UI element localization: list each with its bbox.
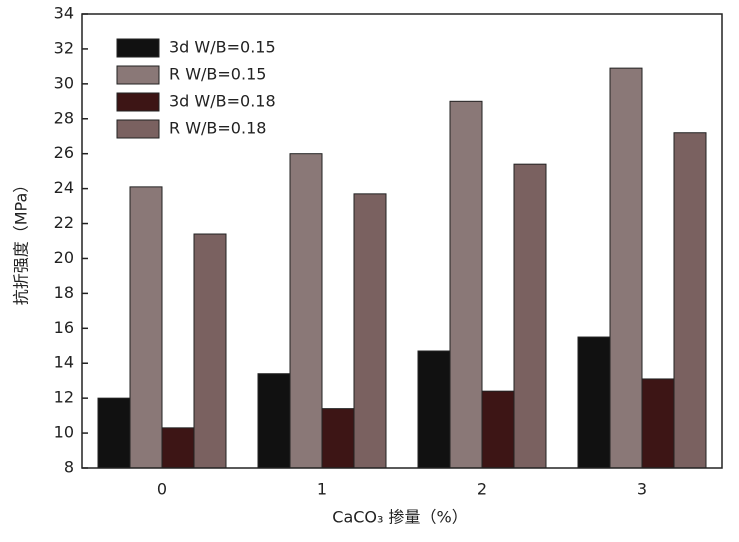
y-tick-label: 26	[54, 143, 74, 162]
plot-frame	[81, 13, 723, 469]
x-tick-label: 3	[637, 480, 647, 499]
y-tick-label: 16	[54, 318, 74, 337]
bar	[417, 350, 451, 469]
y-tick-label: 14	[54, 353, 74, 372]
x-tick-label: 0	[157, 480, 167, 499]
x-axis-label: CaCO₃ 掺量（%）	[332, 508, 467, 527]
legend-label: R W/B=0.18	[169, 119, 266, 138]
bar	[97, 397, 131, 469]
x-tick-label: 2	[477, 480, 487, 499]
bar	[193, 233, 227, 469]
legend-swatch	[116, 38, 160, 58]
y-tick-label: 32	[54, 38, 74, 57]
x-tick-label: 1	[317, 480, 327, 499]
bar	[641, 378, 675, 469]
legend-label: 3d W/B=0.18	[169, 92, 276, 111]
y-tick-label: 10	[54, 423, 74, 442]
legend-label: 3d W/B=0.15	[169, 38, 276, 57]
bar	[353, 193, 387, 469]
y-tick-label: 22	[54, 213, 74, 232]
y-tick-label: 24	[54, 178, 74, 197]
y-tick-label: 12	[54, 388, 74, 407]
bar	[449, 100, 483, 469]
bar	[321, 408, 355, 469]
bar	[481, 390, 515, 469]
y-tick-label: 18	[54, 283, 74, 302]
y-tick-label: 30	[54, 73, 74, 92]
legend-swatch	[116, 92, 160, 112]
y-tick-label: 34	[54, 4, 74, 23]
bar	[129, 186, 163, 469]
bar	[161, 427, 195, 469]
bar	[609, 67, 643, 469]
y-tick-label: 8	[64, 458, 74, 477]
y-axis-label: 抗折强度（MPa）	[12, 177, 31, 306]
legend-swatch	[116, 65, 160, 85]
bar	[257, 373, 291, 469]
bar	[513, 163, 547, 469]
y-tick-label: 20	[54, 248, 74, 267]
y-tick-label: 28	[54, 108, 74, 127]
bar	[577, 336, 611, 469]
bar	[289, 153, 323, 469]
legend-label: R W/B=0.15	[169, 65, 266, 84]
bar	[673, 132, 707, 469]
legend-swatch	[116, 119, 160, 139]
